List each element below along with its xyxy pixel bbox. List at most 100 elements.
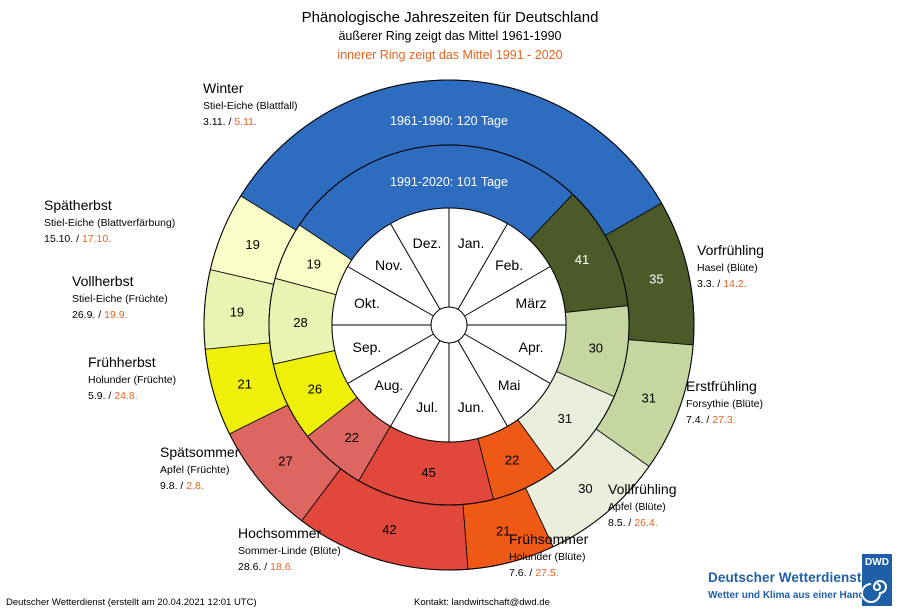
outer-days-label-0: 35 (649, 272, 663, 287)
outer-days-label-4: 42 (382, 522, 396, 537)
outer-days-label-6: 21 (238, 377, 252, 392)
season-indicator-2: Apfel (Blüte) (608, 501, 666, 513)
season-dates-3: 7.6. / 27.5. (509, 567, 559, 579)
date-1961-1990: 7.6. / (509, 567, 535, 579)
logo-slogan: Wetter und Klima aus einer Hand (708, 590, 865, 601)
inner-days-label-2: 31 (558, 411, 572, 426)
season-indicator-5: Apfel (Früchte) (160, 464, 229, 476)
inner-days-label-7: 28 (293, 315, 307, 330)
season-indicator-0: Hasel (Blüte) (697, 262, 758, 274)
season-name-2: Vollfrühling (608, 481, 677, 497)
season-indicator-4: Sommer-Linde (Blüte) (238, 545, 341, 557)
season-name-0: Vorfrühling (697, 242, 764, 258)
month-label-8: Sep. (352, 339, 381, 355)
season-dates-7: 26.9. / 19.9. (72, 309, 127, 321)
date-1991-2020: 18.6. (270, 561, 293, 573)
month-label-6: Jul. (416, 399, 438, 415)
winter-outer-label: 1961-1990: 120 Tage (390, 114, 508, 128)
month-divider (390, 340, 441, 427)
spiral-icon (862, 580, 887, 603)
month-label-11: Dez. (413, 235, 442, 251)
inner-days-label-3: 22 (505, 452, 519, 467)
inner-days-label-4: 45 (421, 465, 435, 480)
date-1991-2020: 19.9. (104, 309, 127, 321)
logo-badge-text: DWD (865, 557, 889, 568)
season-name-7: Vollherbst (72, 273, 134, 289)
month-label-10: Nov. (375, 257, 403, 273)
date-1961-1990: 15.10. / (44, 233, 82, 245)
date-1991-2020: 17.10. (82, 233, 111, 245)
outer-days-label-1: 31 (641, 391, 655, 406)
winter-inner-label: 1991-2020: 101 Tage (390, 175, 508, 189)
date-1961-1990: 26.9. / (72, 309, 104, 321)
month-divider (464, 333, 551, 384)
season-indicator-8: Stiel-Eiche (Blattverfärbung) (44, 217, 175, 229)
month-label-1: Feb. (495, 257, 523, 273)
date-1961-1990: 9.8. / (160, 480, 186, 492)
date-1991-2020: 24.8. (114, 390, 137, 402)
inner-days-label-0: 41 (575, 252, 589, 267)
month-label-7: Aug. (374, 377, 403, 393)
date-1961-1990: 3.11. / (203, 116, 234, 128)
footer-contact[interactable]: Kontakt: landwirtschaft@dwd.de (414, 597, 550, 608)
season-dates-0: 3.3. / 14.2. (697, 278, 747, 290)
month-divider (457, 340, 508, 427)
month-divider (347, 333, 434, 384)
season-indicator-6: Holunder (Früchte) (88, 374, 176, 386)
outer-ring-border (203, 79, 695, 571)
date-1991-2020: 5.11. (234, 116, 257, 128)
month-divider (457, 223, 508, 310)
season-dates-8: 15.10. / 17.10. (44, 233, 111, 245)
month-label-2: März (516, 295, 547, 311)
month-label-9: Okt. (354, 295, 380, 311)
month-label-5: Jun. (458, 399, 484, 415)
date-1961-1990: 8.5. / (608, 517, 634, 529)
season-indicator-9: Stiel-Eiche (Blattfall) (203, 100, 298, 112)
date-1991-2020: 2.8. (186, 480, 204, 492)
outer-days-label-7: 19 (230, 304, 244, 319)
season-dates-4: 28.6. / 18.6. (238, 561, 293, 573)
date-1961-1990: 28.6. / (238, 561, 270, 573)
inner-days-label-5: 22 (344, 430, 358, 445)
season-name-3: Frühsommer (509, 531, 589, 547)
chart-subtitle-inner: innerer Ring zeigt das Mittel 1991 - 202… (337, 48, 563, 62)
logo-badge: DWD (862, 554, 892, 606)
season-name-6: Frühherbst (88, 354, 156, 370)
outer-days-label-2: 30 (578, 481, 592, 496)
chart-title: Phänologische Jahreszeiten für Deutschla… (301, 9, 599, 26)
season-name-8: Spätherbst (44, 197, 112, 213)
date-1961-1990: 3.3. / (697, 278, 723, 290)
season-name-9: Winter (203, 80, 244, 96)
season-indicator-3: Holunder (Blüte) (509, 551, 585, 563)
date-1991-2020: 27.3. (712, 414, 735, 426)
logo-name: Deutscher Wetterdienst (708, 570, 862, 585)
season-name-1: Erstfrühling (686, 378, 757, 394)
month-divider (347, 266, 434, 317)
season-dates-9: 3.11. / 5.11. (203, 116, 257, 128)
outer-days-label-3: 21 (496, 523, 510, 538)
month-label-4: Mai (498, 377, 521, 393)
date-1991-2020: 27.5. (535, 567, 558, 579)
date-1961-1990: 5.9. / (88, 390, 114, 402)
season-indicator-7: Stiel-Eiche (Früchte) (72, 293, 168, 305)
inner-days-label-6: 26 (308, 382, 322, 397)
date-1991-2020: 14.2. (723, 278, 746, 290)
inner-days-label-8: 19 (307, 257, 321, 272)
middle-ring-border (268, 144, 630, 506)
month-divider (390, 223, 441, 310)
month-divider (464, 266, 551, 317)
chart-titles: Phänologische Jahreszeiten für Deutschla… (0, 8, 900, 65)
month-label-0: Jan. (458, 235, 484, 251)
season-dates-6: 5.9. / 24.8. (88, 390, 138, 402)
month-label-3: Apr. (519, 339, 544, 355)
dwd-logo: Deutscher Wetterdienst Wetter und Klima … (708, 552, 898, 608)
chart-subtitle-outer: äußerer Ring zeigt das Mittel 1961-1990 (338, 29, 562, 43)
season-name-4: Hochsommer (238, 525, 322, 541)
center-circle (430, 306, 468, 344)
outer-days-label-5: 27 (278, 454, 292, 469)
season-dates-1: 7.4. / 27.3. (686, 414, 736, 426)
date-1991-2020: 26.4. (634, 517, 657, 529)
footer-source: Deutscher Wetterdienst (erstellt am 20.0… (6, 597, 257, 608)
date-1961-1990: 7.4. / (686, 414, 712, 426)
